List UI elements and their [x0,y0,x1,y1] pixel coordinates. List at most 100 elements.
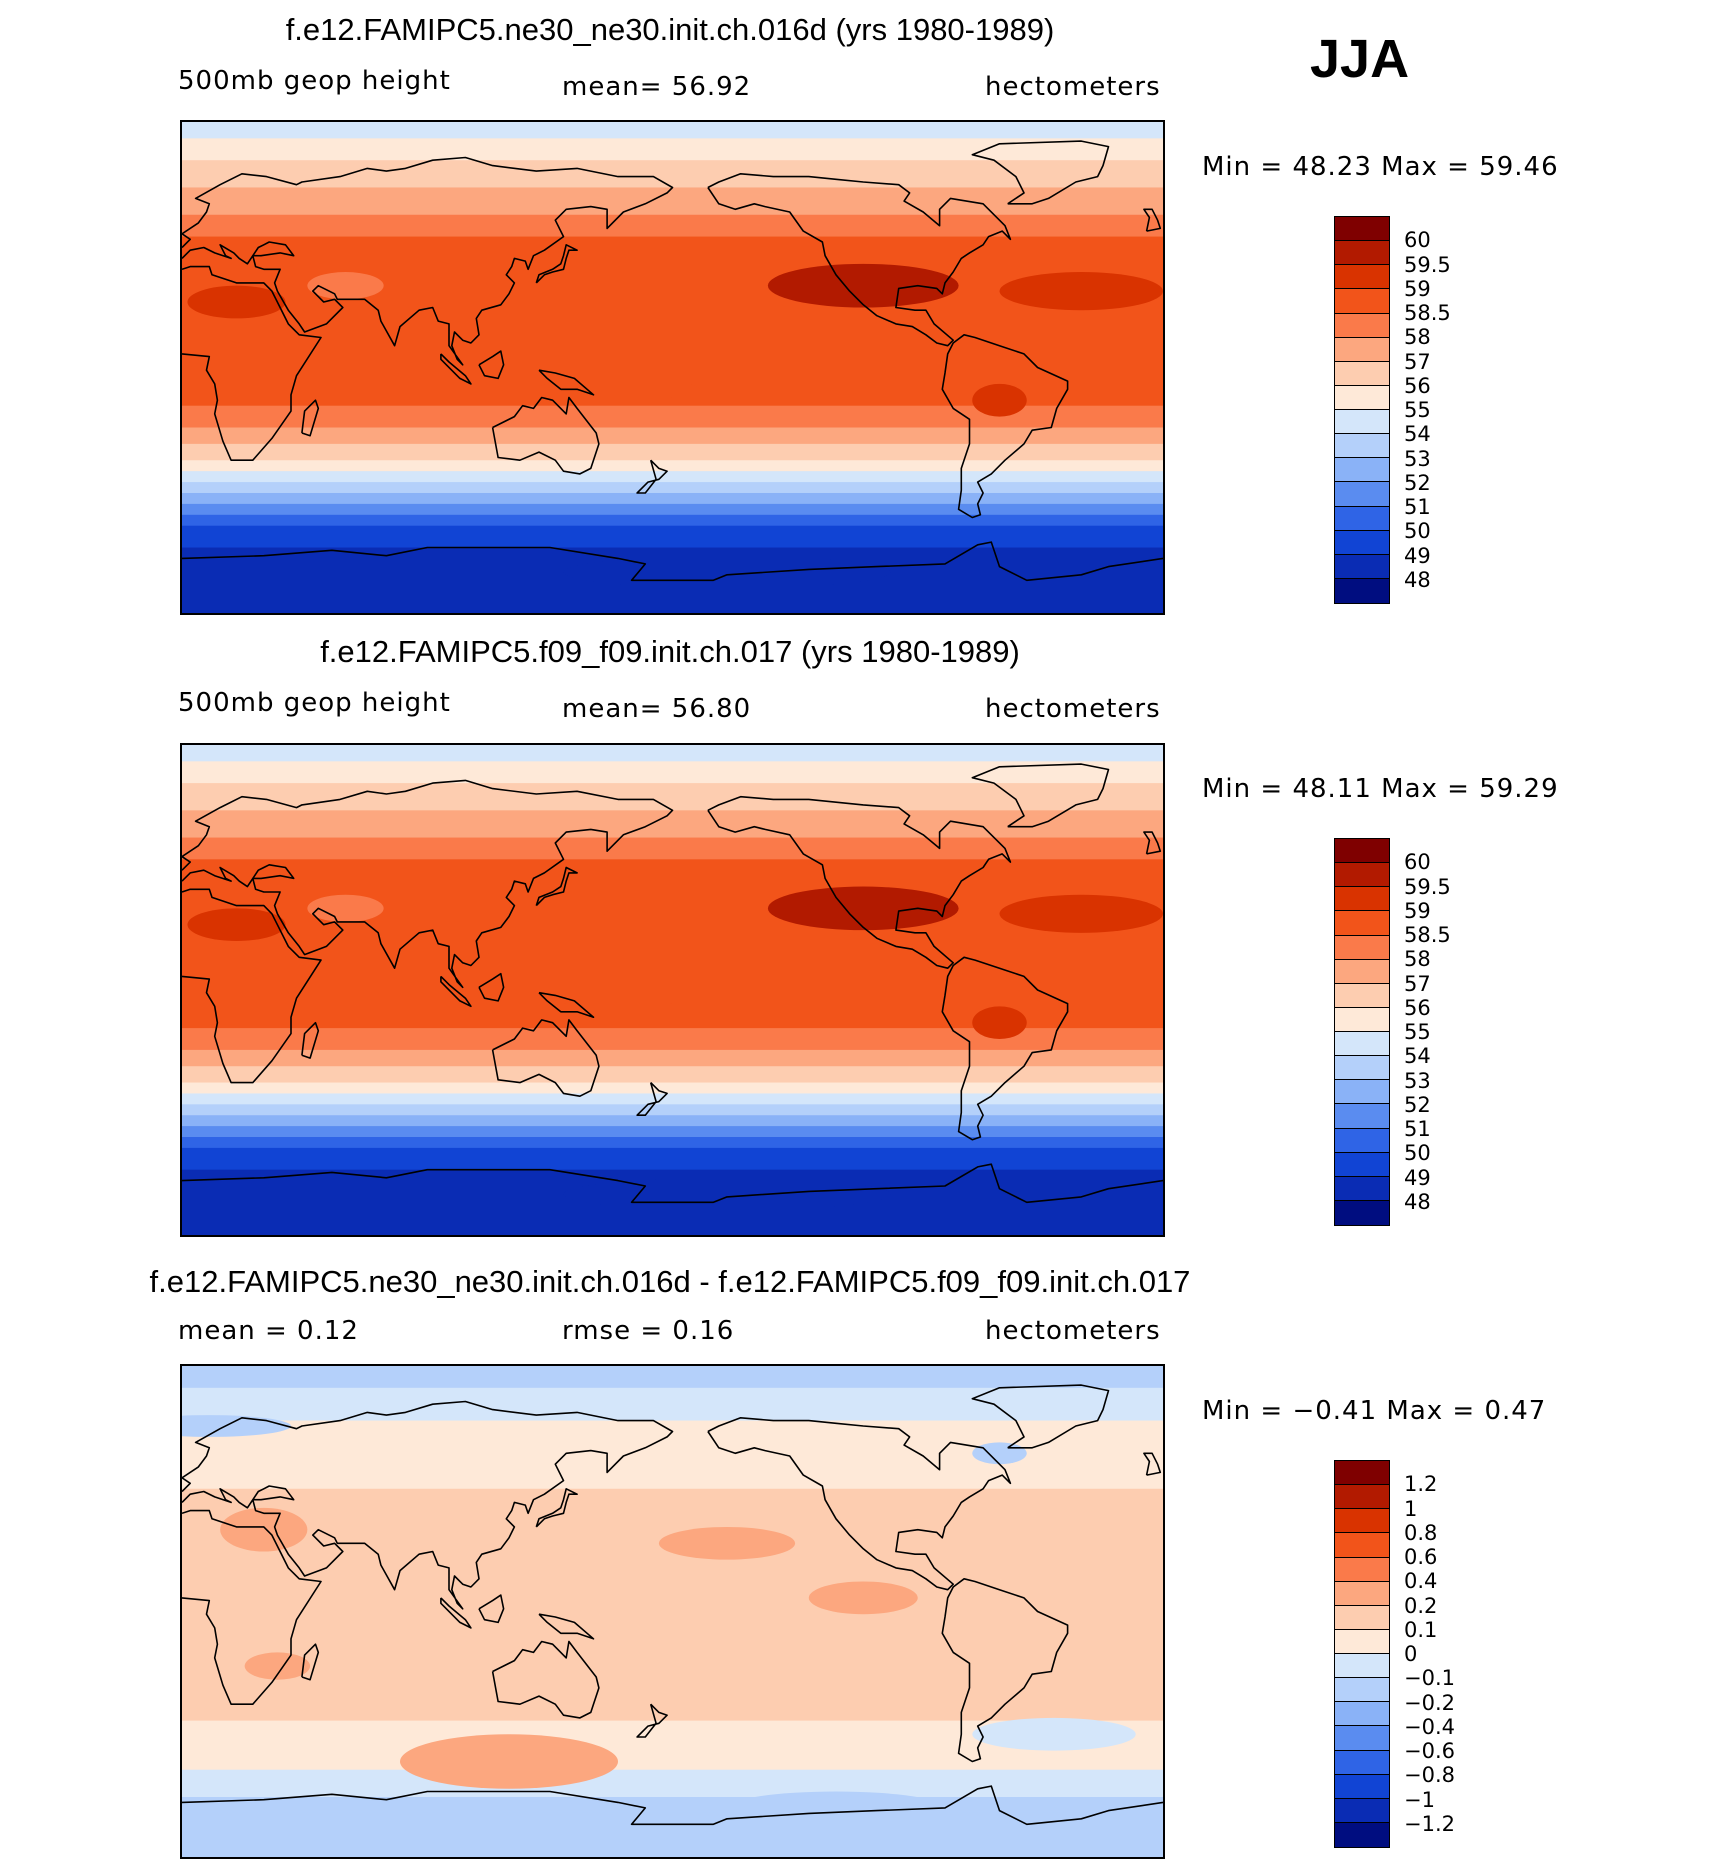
contour-blob [727,1791,945,1825]
coastline-path [182,156,674,366]
panel-3-map [180,1364,1165,1859]
coastline-path [1143,208,1162,232]
colorbar-swatch [1335,1726,1389,1751]
contour-band [182,1147,1163,1171]
contour-band [182,761,1163,784]
colorbar-tick-label: 57 [1404,349,1431,374]
colorbar-tick-label: 59.5 [1404,874,1451,899]
contour-blob [972,1717,1136,1751]
contour-band [182,482,1163,494]
colorbar-tick-label: 0 [1404,1642,1418,1666]
coastline-path [478,972,505,1002]
colorbar-tick-label: 58.5 [1404,923,1451,947]
contour-band [182,122,1163,139]
contour-band [182,1769,1163,1798]
contour-band [182,745,1163,762]
contour-blob [767,263,959,308]
colorbar-tick-label: 50 [1404,519,1431,544]
colorbar-swatch [1335,361,1389,386]
colorbar-swatch [1335,265,1389,290]
contour-band [182,214,1163,238]
coastline-path [538,991,595,1018]
colorbar-tick-label: 59 [1404,276,1431,301]
coastline-path [491,1640,600,1719]
coastline-path [440,1597,472,1629]
contour-band [182,138,1163,161]
coastline-path [971,1384,1110,1449]
coastline-path [182,541,1163,582]
colorbar-tick-label: 55 [1404,398,1431,422]
colorbar-tick-label: 54 [1404,422,1431,447]
colorbar-tick-label: 57 [1404,971,1431,996]
colorbar-swatch [1335,554,1389,579]
contour-blob [536,1000,700,1023]
coastline-path [182,265,322,461]
contour-band [182,1796,1163,1857]
contour-band [182,1115,1163,1127]
colorbar-swatch [1335,1654,1389,1679]
season-label: JJA [1310,29,1410,89]
contour-band [182,492,1163,505]
contour-band [182,503,1163,516]
contour-band [182,471,1163,483]
panel-2-map [180,743,1165,1237]
colorbar-swatch [1335,506,1389,531]
panel-2-variable-label: 500mb geop height [178,688,451,718]
colorbar-swatch [1335,530,1389,555]
colorbar-swatch [1335,1007,1389,1032]
panel-3-colorbar [1334,1460,1390,1848]
colorbar-tick-label: 0.2 [1404,1593,1438,1618]
map-field [182,122,1163,613]
colorbar-tick-label: 52 [1404,470,1431,495]
panel-3-colorbar-labels: 1.2 1 0.8 0.6 0.4 0.2 0.1 0 −0.1 −0.2 −0.4 −0.6 −0.8… [1404,1460,1484,1848]
colorbar-tick-label: 0.4 [1404,1569,1438,1594]
panel-2-mean-label: mean= 56.80 [562,694,752,724]
colorbar-swatch [1335,1702,1389,1727]
colorbar-swatch [1335,1176,1389,1201]
contour-blob [972,1442,1027,1465]
colorbar-tick-label: 58 [1404,325,1431,350]
colorbar-tick-label: 58 [1404,947,1431,972]
contour-blob [307,272,384,300]
colorbar-swatch [1335,887,1389,912]
colorbar-swatch [1335,983,1389,1008]
colorbar-swatch [1335,863,1389,888]
coastline-path [535,1488,578,1528]
contour-blob [400,1734,618,1789]
colorbar-tick-label: 48 [1404,567,1431,592]
contour-band [182,1093,1163,1105]
colorbar-swatch [1335,385,1389,410]
contour-band [182,1556,1163,1667]
panel-3-mean-label: mean = 0.12 [178,1316,359,1346]
colorbar-swatch [1335,313,1389,338]
colorbar-swatch [1335,1774,1389,1799]
colorbar-tick-label: 0.8 [1404,1520,1438,1545]
colorbar-swatch [1335,410,1389,435]
contour-band [182,1082,1163,1094]
contour-band [182,1049,1163,1067]
contour-band [182,837,1163,860]
contour-blob [187,908,286,941]
colorbar-swatch [1335,458,1389,483]
contour-blob [563,555,891,589]
contour-band [182,405,1163,429]
contour-band [182,187,1163,216]
panel-1-units-label: hectometers [985,72,1161,102]
colorbar-tick-label: 0.1 [1404,1617,1438,1642]
coastlines [182,763,1163,1204]
colorbar-swatch [1335,1152,1389,1177]
coastline-path [491,1019,600,1097]
contour-band [182,1137,1163,1149]
panel-2-minmax: Min = 48.11 Max = 59.29 [1202,774,1559,804]
coastline-path [182,1785,1163,1826]
colorbar-tick-label: −0.1 [1404,1666,1455,1691]
coastline-path [971,140,1110,205]
contour-blob [972,383,1027,417]
coastline-path [301,399,320,437]
coastlines [182,140,1163,582]
panel-3-minmax: Min = −0.41 Max = 0.47 [1202,1396,1547,1426]
coastline-path [707,1417,1012,1591]
contour-blob [999,272,1163,311]
panel-3-units-label: hectometers [985,1316,1161,1346]
colorbar-swatch [1335,935,1389,960]
